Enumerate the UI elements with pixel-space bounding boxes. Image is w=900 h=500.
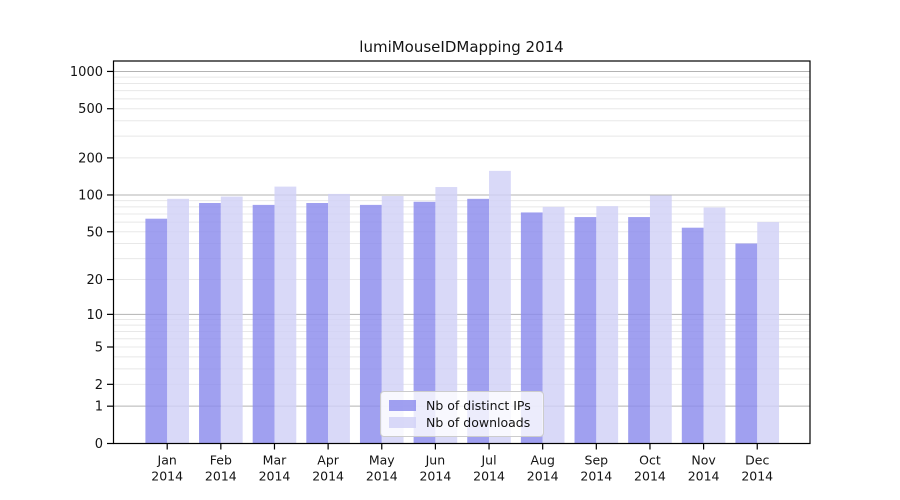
- y-tick-label: 50: [86, 225, 103, 240]
- x-tick-label: Jun 2014: [419, 453, 451, 484]
- y-tick-label: 20: [86, 273, 103, 288]
- y-tick-label: 1: [95, 400, 103, 415]
- bar-ips-mar: [252, 204, 275, 444]
- y-tick-label: 10: [86, 308, 103, 323]
- bar-downloads-feb: [220, 196, 243, 444]
- bar-ips-oct: [628, 217, 650, 444]
- legend-swatch-ips-icon: [389, 399, 416, 411]
- x-tick-label: May 2014: [366, 453, 398, 484]
- x-tick-label: Nov 2014: [688, 453, 720, 484]
- y-tick-label: 0: [95, 437, 103, 452]
- bar-ips-jul: [467, 198, 490, 444]
- legend-swatch-downloads-icon: [389, 417, 416, 429]
- bar-downloads-jul: [489, 170, 511, 444]
- x-tick-label: Jul 2014: [473, 453, 505, 484]
- y-tick-label: 500: [78, 102, 103, 117]
- y-axis: 0 1 2 5 10 20 50 100 200 500 1000: [70, 65, 114, 452]
- y-tick-label: 200: [78, 151, 103, 166]
- legend-item-ips: Nb of distinct IPs: [381, 399, 543, 413]
- bar-ips-dec: [735, 243, 758, 444]
- bar-downloads-jun: [435, 187, 458, 444]
- x-tick-label: Feb 2014: [205, 453, 237, 484]
- y-tick-label: 100: [78, 188, 103, 203]
- legend-item-downloads: Nb of downloads: [381, 416, 543, 430]
- bar-ips-jan: [145, 218, 168, 444]
- bar-ips-apr: [306, 202, 329, 444]
- x-tick-label: Dec 2014: [741, 453, 773, 484]
- bar-downloads-aug: [542, 206, 565, 444]
- legend-label-ips: Nb of distinct IPs: [426, 397, 531, 413]
- bar-downloads-sep: [596, 206, 619, 444]
- bar-downloads-oct: [649, 195, 672, 444]
- legend: Nb of distinct IPs Nb of downloads: [380, 391, 544, 437]
- y-tick-label: 1000: [70, 65, 103, 80]
- bar-ips-may: [359, 204, 382, 444]
- x-tick-label: Apr 2014: [312, 453, 344, 484]
- bar-downloads-may: [381, 196, 404, 444]
- bar-downloads-dec: [757, 222, 780, 444]
- legend-label-downloads: Nb of downloads: [426, 415, 531, 430]
- bar-ips-sep: [574, 217, 597, 444]
- bar-ips-aug: [520, 212, 543, 444]
- bars: [145, 170, 780, 444]
- bar-ips-nov: [681, 227, 704, 444]
- x-tick-label: Sep 2014: [580, 453, 612, 484]
- axes-frame: [112, 60, 811, 445]
- x-tick-label: Aug 2014: [527, 453, 559, 484]
- x-tick-label: Jan 2014: [151, 453, 183, 484]
- bar-downloads-jan: [167, 198, 189, 444]
- x-axis: Jan 2014 Feb 2014 Mar 2014 Apr 2014 May 2014 Jun 20…: [151, 443, 773, 484]
- y-tick-label: 2: [95, 378, 103, 393]
- plot-border: [112, 60, 811, 445]
- chart-title: lumiMouseIDMapping 2014: [359, 38, 563, 56]
- x-tick-label: Oct 2014: [634, 453, 666, 484]
- bar-downloads-mar: [274, 186, 297, 444]
- bar-ips-feb: [199, 202, 221, 444]
- bar-downloads-apr: [328, 193, 350, 444]
- bar-ips-jun: [413, 201, 436, 444]
- bar-downloads-nov: [703, 207, 726, 444]
- y-tick-label: 5: [95, 341, 103, 356]
- x-tick-label: Mar 2014: [259, 453, 291, 484]
